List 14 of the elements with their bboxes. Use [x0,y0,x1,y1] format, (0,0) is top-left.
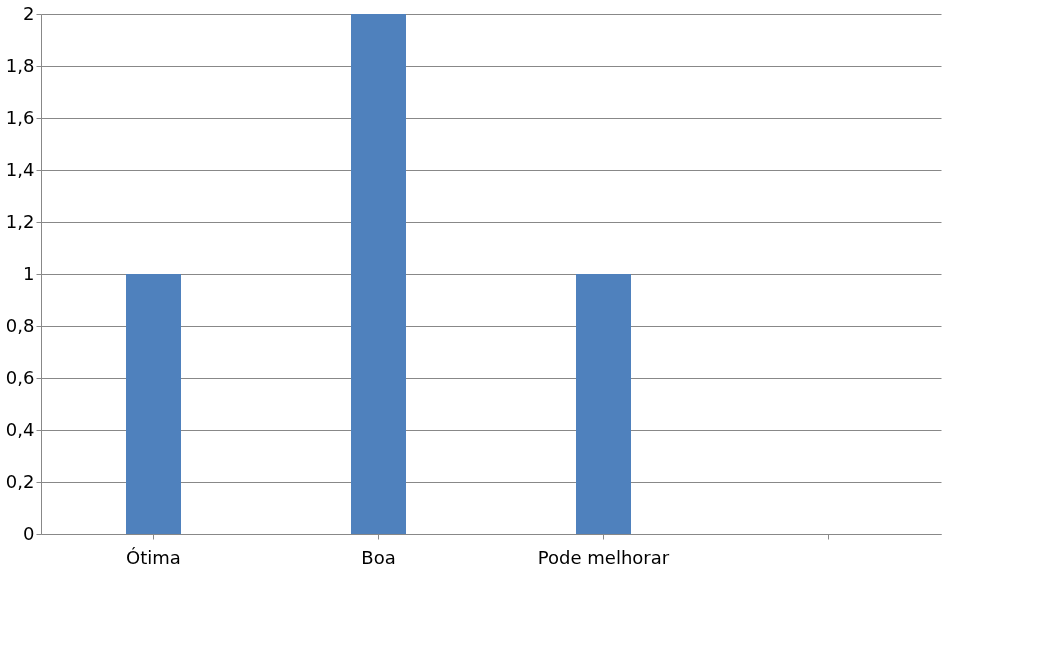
y-tick-label: 1,8 [5,54,35,76]
x-tick-label: Pode melhorar [537,546,670,568]
y-tick-label: 0,2 [5,470,35,492]
y-tick-label: 1 [23,262,35,284]
y-tick-label: 1,6 [5,106,35,128]
x-tick-label: Boa [361,546,396,568]
y-tick-label: 1,2 [5,210,35,232]
y-tick-label: 0,6 [5,366,35,388]
y-tick-label: 0 [23,522,35,544]
x-tick-label: Ótima [126,546,181,568]
y-tick-label: 0,4 [5,418,35,440]
y-tick-label: 1,4 [5,158,35,180]
y-tick-label: 0,8 [5,314,35,336]
y-tick-label: 2 [23,2,35,24]
